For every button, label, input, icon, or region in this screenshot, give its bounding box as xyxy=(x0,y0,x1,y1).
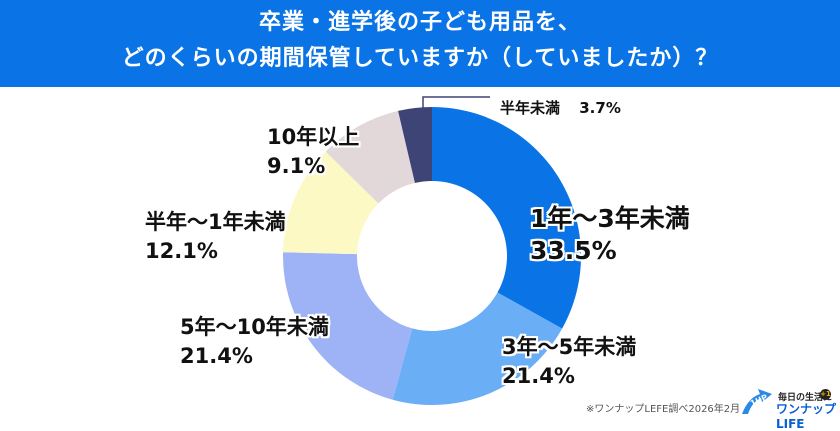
source-note: ※ワンナップLEFE調べ2026年2月 xyxy=(586,404,741,415)
donut-chart xyxy=(283,96,581,405)
label-percent: 9.1% xyxy=(267,154,326,178)
label-percent: 3.7% xyxy=(579,99,621,117)
label-category: 半年未満 xyxy=(500,99,561,117)
donut-segment xyxy=(325,110,415,204)
chart-title-banner: 卒業・進学後の子ども用品を、 どのくらいの期間保管していますか（していましたか）… xyxy=(0,0,840,87)
label-category: 10年以上 xyxy=(267,125,360,149)
label-1-3-years: 1年〜3年未満 33.5% xyxy=(530,203,690,267)
title-line-2: どのくらいの期間保管していますか（していましたか）？ xyxy=(121,46,719,71)
label-percent: 21.4% xyxy=(180,344,253,368)
label-10-plus-years: 10年以上 9.1% xyxy=(267,123,359,181)
donut-segment xyxy=(392,292,563,405)
donut-segment xyxy=(432,107,581,329)
label-percent: 21.4% xyxy=(502,364,575,388)
title-line-1: 卒業・進学後の子ども用品を、 xyxy=(258,10,581,35)
label-category: 1年〜3年未満 xyxy=(530,204,690,233)
label-category: 5年〜10年未満 xyxy=(180,315,329,339)
donut-segment xyxy=(283,151,379,255)
label-5-10-years: 5年〜10年未満 21.4% xyxy=(180,313,329,371)
donut-segment xyxy=(283,252,413,400)
donut-segments xyxy=(283,107,581,405)
logo-brand-name: ワンナップ LIFE xyxy=(776,402,837,431)
label-under-half-year: 半年未満 3.7% xyxy=(500,99,621,117)
label-3-5-years: 3年〜5年未満 21.4% xyxy=(502,333,636,391)
logo-badge: +1 xyxy=(820,389,831,400)
donut-segment xyxy=(398,107,432,183)
label-category: 3年〜5年未満 xyxy=(502,335,637,359)
brand-logo: 1UP 毎日の生活に +1 ワンナップ LIFE xyxy=(738,384,838,431)
label-category: 半年〜1年未満 xyxy=(145,210,286,234)
label-percent: 12.1% xyxy=(145,239,218,263)
up-arrow-icon xyxy=(742,389,772,414)
logo-tagline: 毎日の生活に xyxy=(778,393,833,403)
leader-line xyxy=(422,96,490,108)
label-percent: 33.5% xyxy=(530,236,617,265)
label-half-1-year: 半年〜1年未満 12.1% xyxy=(145,208,286,266)
